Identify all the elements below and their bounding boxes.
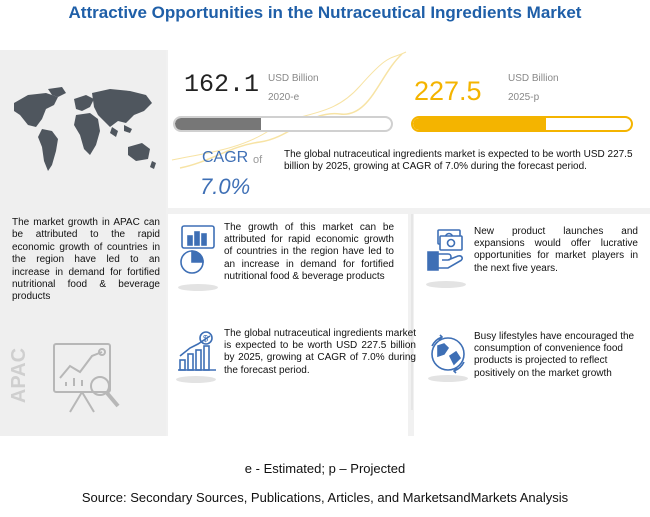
insight-growth-text: The growth of this market can be attribu… (224, 222, 394, 282)
apac-label: APAC (8, 347, 31, 404)
market-value-2025: 227.5 (414, 76, 482, 106)
insight-launches-text: New product launches and expansions woul… (474, 226, 638, 274)
market-value-2020: 162.1 (184, 70, 260, 99)
cagr-label: CAGR (202, 149, 249, 166)
icon-shadow (426, 281, 466, 288)
source-note: Source: Secondary Sources, Publications,… (81, 490, 569, 505)
unit-label-2025: USD Billion (508, 73, 559, 84)
cagr-of-label: of (253, 154, 263, 166)
apac-description: The market growth in APAC can be attribu… (12, 217, 160, 303)
cagr-description: The global nutraceutical ingredients mar… (284, 149, 633, 173)
insight-card-left (168, 214, 408, 436)
card-divider (411, 214, 413, 410)
pie-chart-icon (180, 225, 215, 274)
market-bar-2020 (173, 116, 393, 132)
market-bar-2025-fill (413, 118, 546, 130)
icon-shadow (176, 376, 216, 383)
icon-shadow (428, 375, 468, 382)
insight-lifestyle-text: Busy lifestyles have encouraged the cons… (474, 331, 635, 379)
unit-label-2020: USD Billion (268, 73, 319, 84)
market-bar-2020-fill (175, 118, 262, 130)
world-map-icon (14, 87, 156, 171)
analysis-chart-icon (53, 343, 120, 413)
globe-icon (431, 334, 465, 374)
icon-shadow (178, 284, 218, 291)
insight-global-text: The global nutraceutical ingredients mar… (224, 328, 416, 376)
growth-chart-icon: $ (178, 331, 216, 371)
cagr-value: 7.0% (200, 174, 251, 199)
money-hand-icon (427, 229, 463, 271)
footnote: e - Estimated; p – Projected (244, 461, 406, 476)
year-label-2020: 2020-e (268, 92, 300, 103)
year-label-2025: 2025-p (508, 92, 540, 103)
page-title: Attractive Opportunities in the Nutraceu… (68, 3, 582, 22)
insight-card-right (414, 214, 650, 436)
market-bar-2025 (411, 116, 633, 132)
